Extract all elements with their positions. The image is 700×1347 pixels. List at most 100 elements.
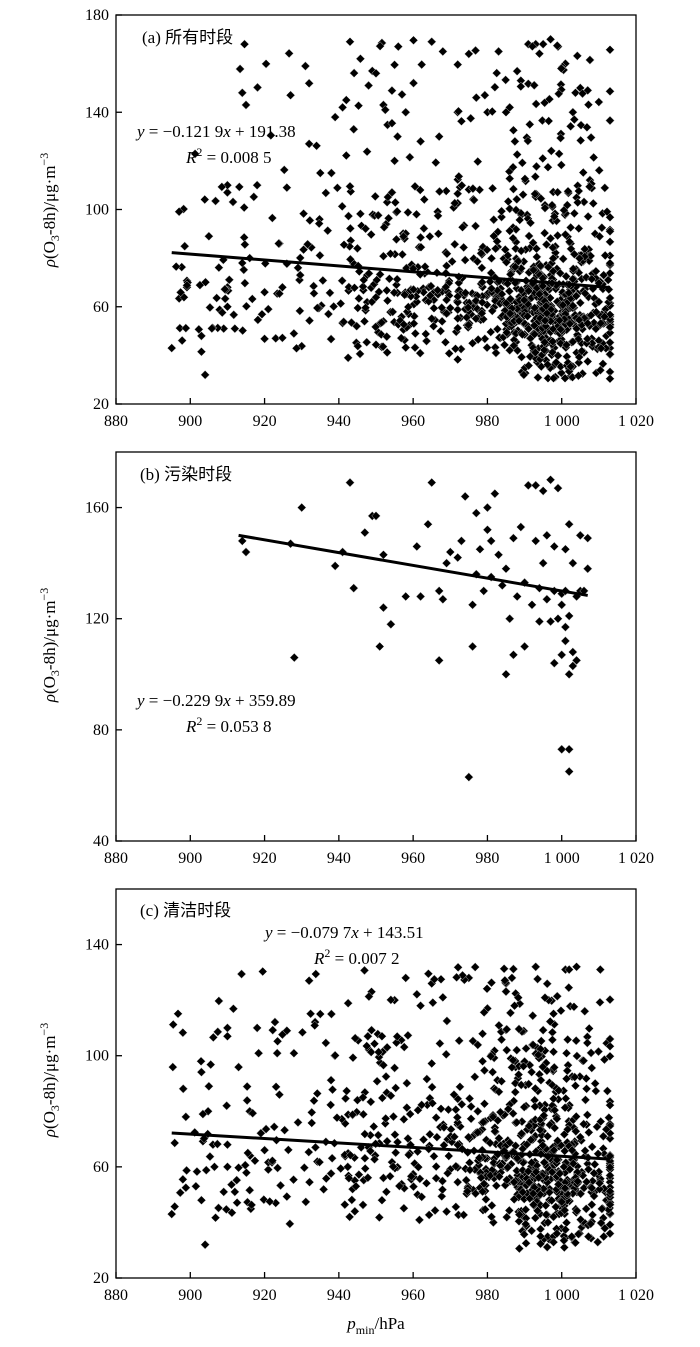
data-point: [283, 1145, 293, 1155]
data-point: [375, 41, 385, 51]
data-point: [486, 253, 497, 264]
data-point: [561, 1218, 572, 1228]
data-point: [487, 1200, 497, 1211]
data-point: [539, 345, 549, 355]
data-point: [360, 1163, 370, 1174]
data-point: [237, 88, 247, 98]
data-point: [269, 1122, 279, 1132]
data-point: [561, 271, 571, 282]
data-point: [418, 1134, 429, 1145]
data-point: [492, 68, 502, 78]
regression-equation: y = −0.229 9x + 359.89: [135, 691, 296, 710]
data-point: [261, 1124, 271, 1134]
data-point: [513, 992, 523, 1003]
data-point: [427, 1082, 437, 1092]
data-point: [545, 34, 556, 44]
data-point: [577, 368, 588, 379]
data-point: [360, 303, 371, 313]
data-point: [490, 1126, 500, 1136]
data-point: [494, 1087, 504, 1097]
data-point: [387, 187, 397, 198]
data-point: [495, 1107, 506, 1117]
y-tick-label: 140: [85, 104, 109, 121]
data-point: [587, 1142, 597, 1152]
data-point: [371, 68, 381, 79]
data-point: [167, 343, 177, 353]
data-point: [399, 1203, 409, 1213]
data-point: [538, 39, 548, 49]
data-point: [505, 1008, 516, 1018]
data-point: [595, 997, 605, 1008]
data-point: [557, 650, 567, 660]
data-point: [467, 600, 478, 610]
data-point: [204, 231, 214, 241]
data-point: [282, 1026, 292, 1036]
data-point: [486, 1212, 497, 1222]
data-point: [547, 200, 557, 210]
data-point: [582, 122, 592, 132]
data-point: [512, 194, 522, 204]
data-point: [486, 1051, 496, 1061]
data-point: [379, 222, 389, 232]
data-point: [476, 1173, 486, 1183]
data-point: [367, 66, 377, 76]
x-tick-label: 1 000: [544, 850, 580, 867]
x-tick-label: 960: [401, 413, 425, 430]
data-point: [537, 115, 548, 126]
data-point: [557, 600, 567, 610]
data-point: [236, 969, 247, 979]
x-tick-label: 900: [178, 413, 202, 430]
data-point: [270, 1017, 280, 1027]
data-point: [573, 371, 584, 381]
data-point: [205, 302, 215, 313]
data-point: [556, 1006, 566, 1016]
data-point: [326, 1168, 336, 1179]
data-point: [553, 614, 563, 624]
data-point: [282, 182, 292, 193]
data-point: [373, 1047, 384, 1057]
data-point: [499, 340, 510, 350]
data-point: [421, 329, 431, 339]
data-point: [315, 168, 325, 178]
data-point: [551, 357, 561, 368]
data-point: [589, 1168, 599, 1178]
data-point: [403, 1133, 413, 1144]
y-tick-label: 160: [85, 500, 109, 517]
data-point: [348, 1053, 358, 1063]
data-point: [605, 226, 615, 237]
data-point: [526, 1158, 537, 1168]
data-point: [453, 552, 463, 563]
data-point: [432, 1132, 442, 1142]
data-point: [370, 191, 380, 202]
data-point: [265, 1196, 275, 1207]
data-point: [222, 1162, 233, 1172]
data-point: [354, 266, 364, 277]
data-point: [261, 59, 271, 69]
data-point: [466, 1114, 476, 1124]
data-point: [605, 994, 615, 1005]
x-ticks: 880 900 920 940 960 980 1 000 1 020: [104, 398, 654, 430]
data-point: [466, 1101, 476, 1112]
data-point: [253, 1048, 264, 1058]
data-point: [326, 168, 337, 178]
data-point: [434, 655, 444, 666]
data-point: [574, 253, 585, 264]
data-point: [441, 308, 452, 319]
data-point: [447, 256, 457, 267]
data-point: [605, 1051, 615, 1061]
x-tick-label: 1 000: [544, 1287, 580, 1304]
data-point: [371, 340, 381, 350]
data-point: [419, 223, 429, 234]
data-point: [359, 275, 369, 285]
data-point: [240, 278, 250, 288]
data-point: [586, 132, 596, 143]
data-point: [605, 1034, 615, 1044]
data-point: [389, 156, 400, 166]
data-point: [253, 315, 263, 325]
data-point: [534, 1173, 544, 1183]
data-point: [408, 1181, 419, 1192]
data-point: [413, 1105, 423, 1115]
data-point: [258, 966, 268, 977]
data-point: [271, 333, 281, 344]
data-point: [605, 1228, 615, 1239]
